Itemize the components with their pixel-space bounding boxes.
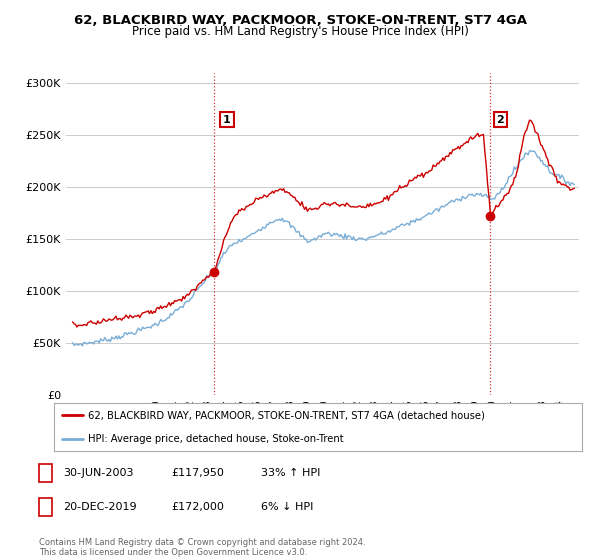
Text: 2: 2 <box>496 115 504 124</box>
Text: 33% ↑ HPI: 33% ↑ HPI <box>261 468 320 478</box>
Text: 1: 1 <box>223 115 231 124</box>
Text: Price paid vs. HM Land Registry's House Price Index (HPI): Price paid vs. HM Land Registry's House … <box>131 25 469 38</box>
Text: 6% ↓ HPI: 6% ↓ HPI <box>261 502 313 512</box>
Text: 62, BLACKBIRD WAY, PACKMOOR, STOKE-ON-TRENT, ST7 4GA: 62, BLACKBIRD WAY, PACKMOOR, STOKE-ON-TR… <box>74 14 527 27</box>
Text: Contains HM Land Registry data © Crown copyright and database right 2024.
This d: Contains HM Land Registry data © Crown c… <box>39 538 365 557</box>
Text: 2: 2 <box>42 502 49 512</box>
Text: HPI: Average price, detached house, Stoke-on-Trent: HPI: Average price, detached house, Stok… <box>88 434 344 444</box>
Text: 1: 1 <box>42 468 49 478</box>
Text: 62, BLACKBIRD WAY, PACKMOOR, STOKE-ON-TRENT, ST7 4GA (detached house): 62, BLACKBIRD WAY, PACKMOOR, STOKE-ON-TR… <box>88 410 485 420</box>
Text: 20-DEC-2019: 20-DEC-2019 <box>63 502 137 512</box>
Text: £172,000: £172,000 <box>171 502 224 512</box>
Text: £117,950: £117,950 <box>171 468 224 478</box>
Text: 30-JUN-2003: 30-JUN-2003 <box>63 468 133 478</box>
